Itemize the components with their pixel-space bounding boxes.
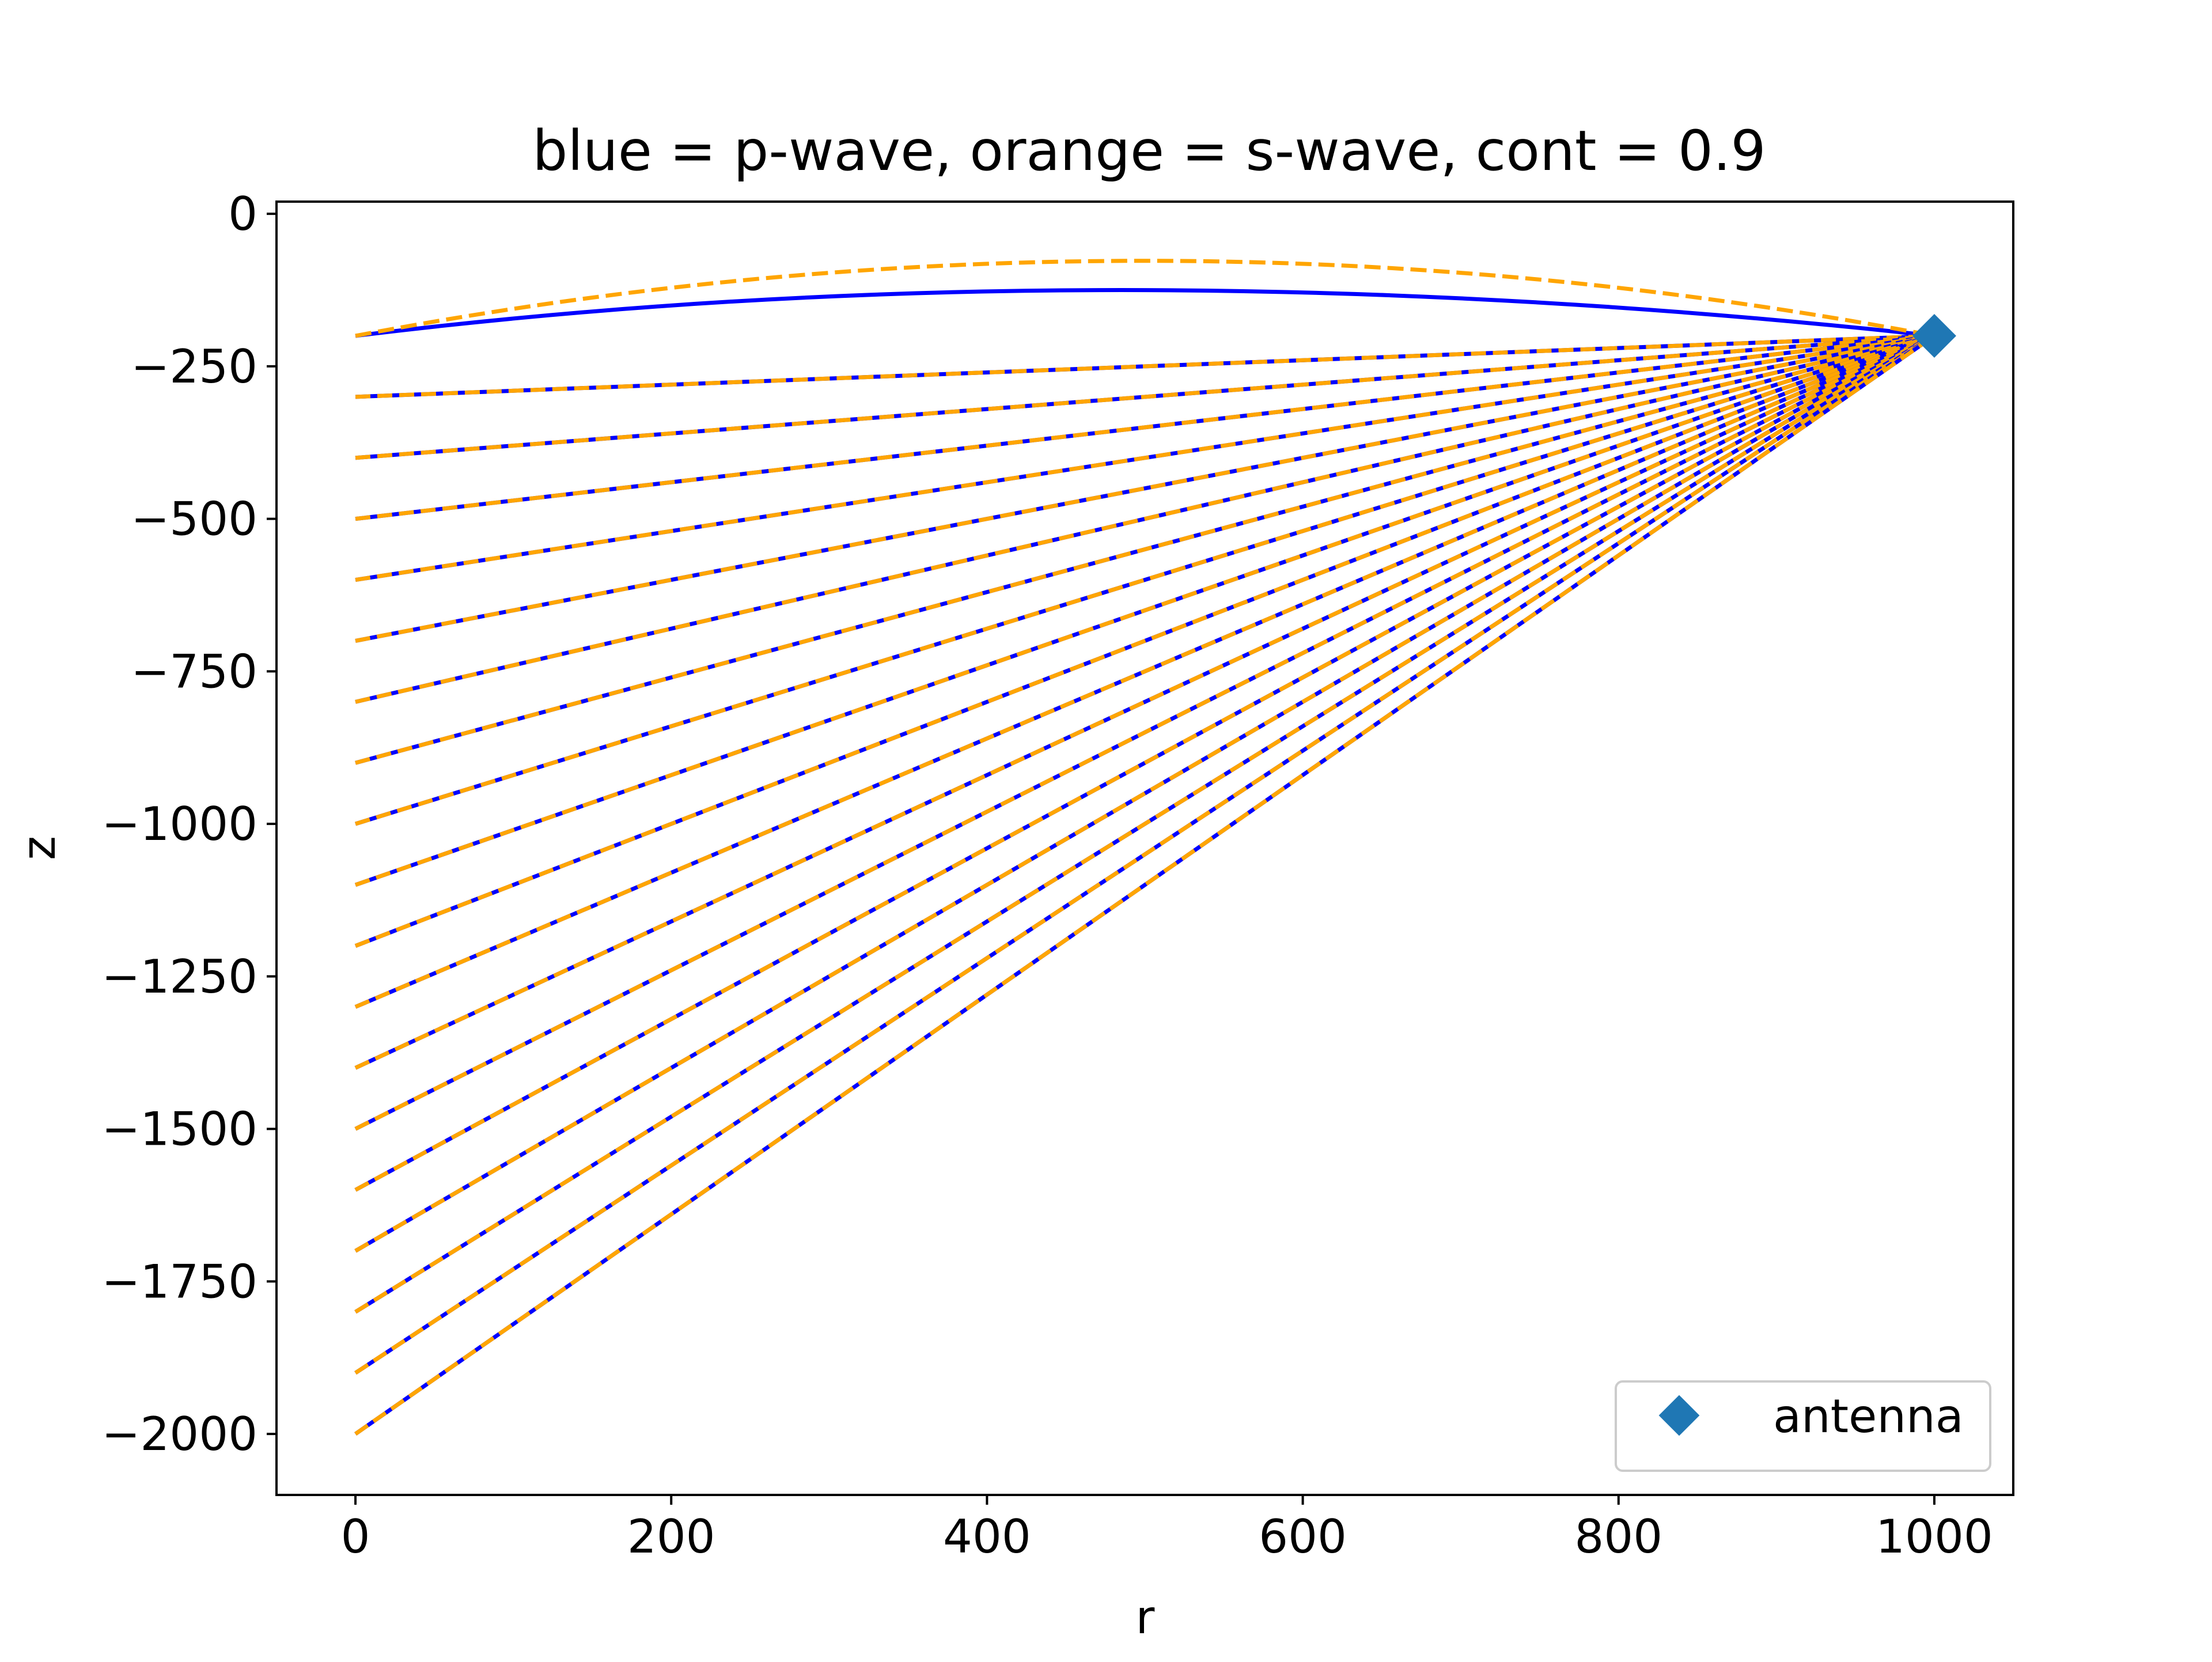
s-wave-ray: [355, 334, 1935, 826]
x-tick-label: 400: [943, 1510, 1031, 1563]
x-tick-label: 0: [341, 1510, 370, 1563]
s-wave-ray: [354, 334, 1936, 1375]
s-wave-ray: [355, 334, 1935, 460]
s-wave-ray: [354, 334, 1936, 948]
p-wave-ray: [355, 288, 1935, 338]
legend-antenna-label: antenna: [1773, 1390, 1964, 1443]
s-wave-ray: [355, 334, 1935, 704]
s-wave-ray: [355, 334, 1935, 399]
s-wave-ray: [355, 334, 1935, 582]
y-axis-label: z: [12, 836, 66, 860]
y-tick-label: −500: [131, 493, 257, 546]
y-tick-label: −2000: [101, 1407, 257, 1461]
s-wave-ray: [354, 334, 1936, 1009]
y-tick-label: −1750: [101, 1255, 257, 1308]
y-tick-label: −250: [131, 340, 257, 393]
s-wave-ray: [355, 334, 1935, 765]
legend: antenna: [1615, 1380, 1991, 1472]
s-wave-ray: [354, 334, 1936, 1192]
s-wave-ray: [354, 334, 1936, 1436]
legend-antenna-marker: [1658, 1395, 1700, 1436]
x-tick-label: 600: [1259, 1510, 1347, 1563]
s-wave-ray: [354, 334, 1936, 1314]
x-tick-label: 1000: [1876, 1510, 1993, 1563]
x-tick-label: 800: [1574, 1510, 1662, 1563]
s-wave-ray: [355, 334, 1935, 643]
s-wave-ray: [354, 334, 1936, 887]
y-tick-label: −1250: [101, 950, 257, 1004]
s-wave-ray: [354, 334, 1936, 1131]
s-wave-ray: [355, 334, 1935, 521]
legend-box: [1615, 1380, 1991, 1472]
s-wave-ray: [354, 334, 1936, 1253]
y-tick-label: −1000: [101, 797, 257, 851]
chart-title: blue = p-wave, orange = s-wave, cont = 0…: [532, 119, 1766, 183]
y-tick-label: −750: [131, 645, 257, 698]
plot-frame: [275, 200, 2014, 1496]
x-tick-label: 200: [627, 1510, 715, 1563]
x-axis-label: r: [1136, 1591, 1155, 1644]
s-wave-ray: [355, 259, 1935, 338]
antenna-marker: [1912, 313, 1956, 358]
y-tick-label: 0: [228, 187, 257, 241]
y-tick-label: −1500: [101, 1103, 257, 1156]
s-wave-ray: [354, 334, 1936, 1070]
